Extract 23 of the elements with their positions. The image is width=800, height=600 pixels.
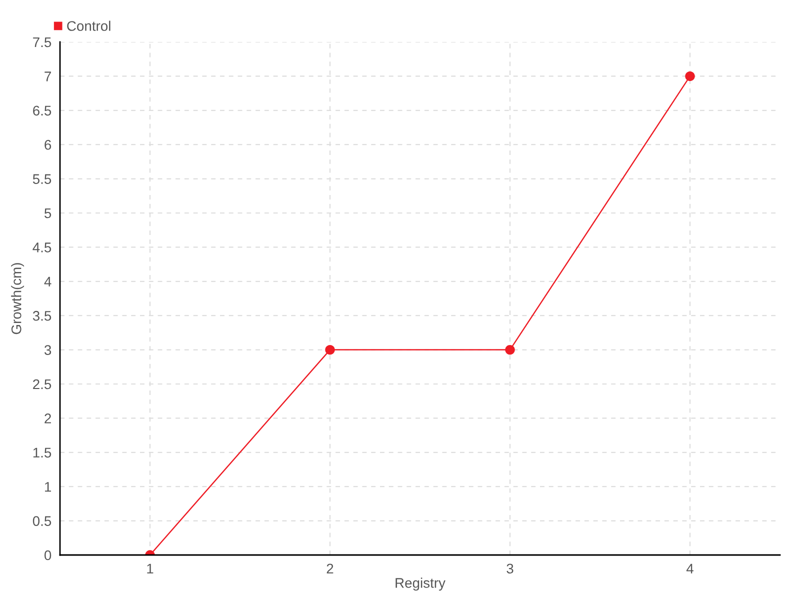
legend-label: Control [67,20,110,31]
y-tick-label: 2.5 [33,379,52,390]
y-tick-label: 7.5 [33,37,52,48]
y-tick-label: 6 [44,140,52,150]
y-tick-label: 6.5 [33,106,52,116]
y-tick-label: 2 [44,414,51,424]
y-tick-label: 3 [44,345,52,355]
x-axis-title: Registry [396,578,446,591]
y-tick-label: 4 [44,276,52,286]
y-tick-label: 5 [44,208,52,218]
y-tick-label: 7 [44,72,51,82]
y-tick-label: 1.5 [33,448,52,458]
y-tick-label: 0.5 [32,516,52,526]
y-tick-label: 4.5 [32,242,52,252]
x-tick-label: 4 [686,564,694,574]
x-tick-label: 1 [147,564,154,574]
y-tick-label: 1 [45,482,51,492]
x-tick-label: 3 [506,564,514,574]
y-axis-title: Growth(cm) [11,263,24,334]
y-tick-label: 3.5 [32,310,52,321]
x-tick-label: 2 [326,564,334,574]
y-tick-label: 0 [44,550,52,560]
y-tick-label: 5.5 [32,174,52,184]
